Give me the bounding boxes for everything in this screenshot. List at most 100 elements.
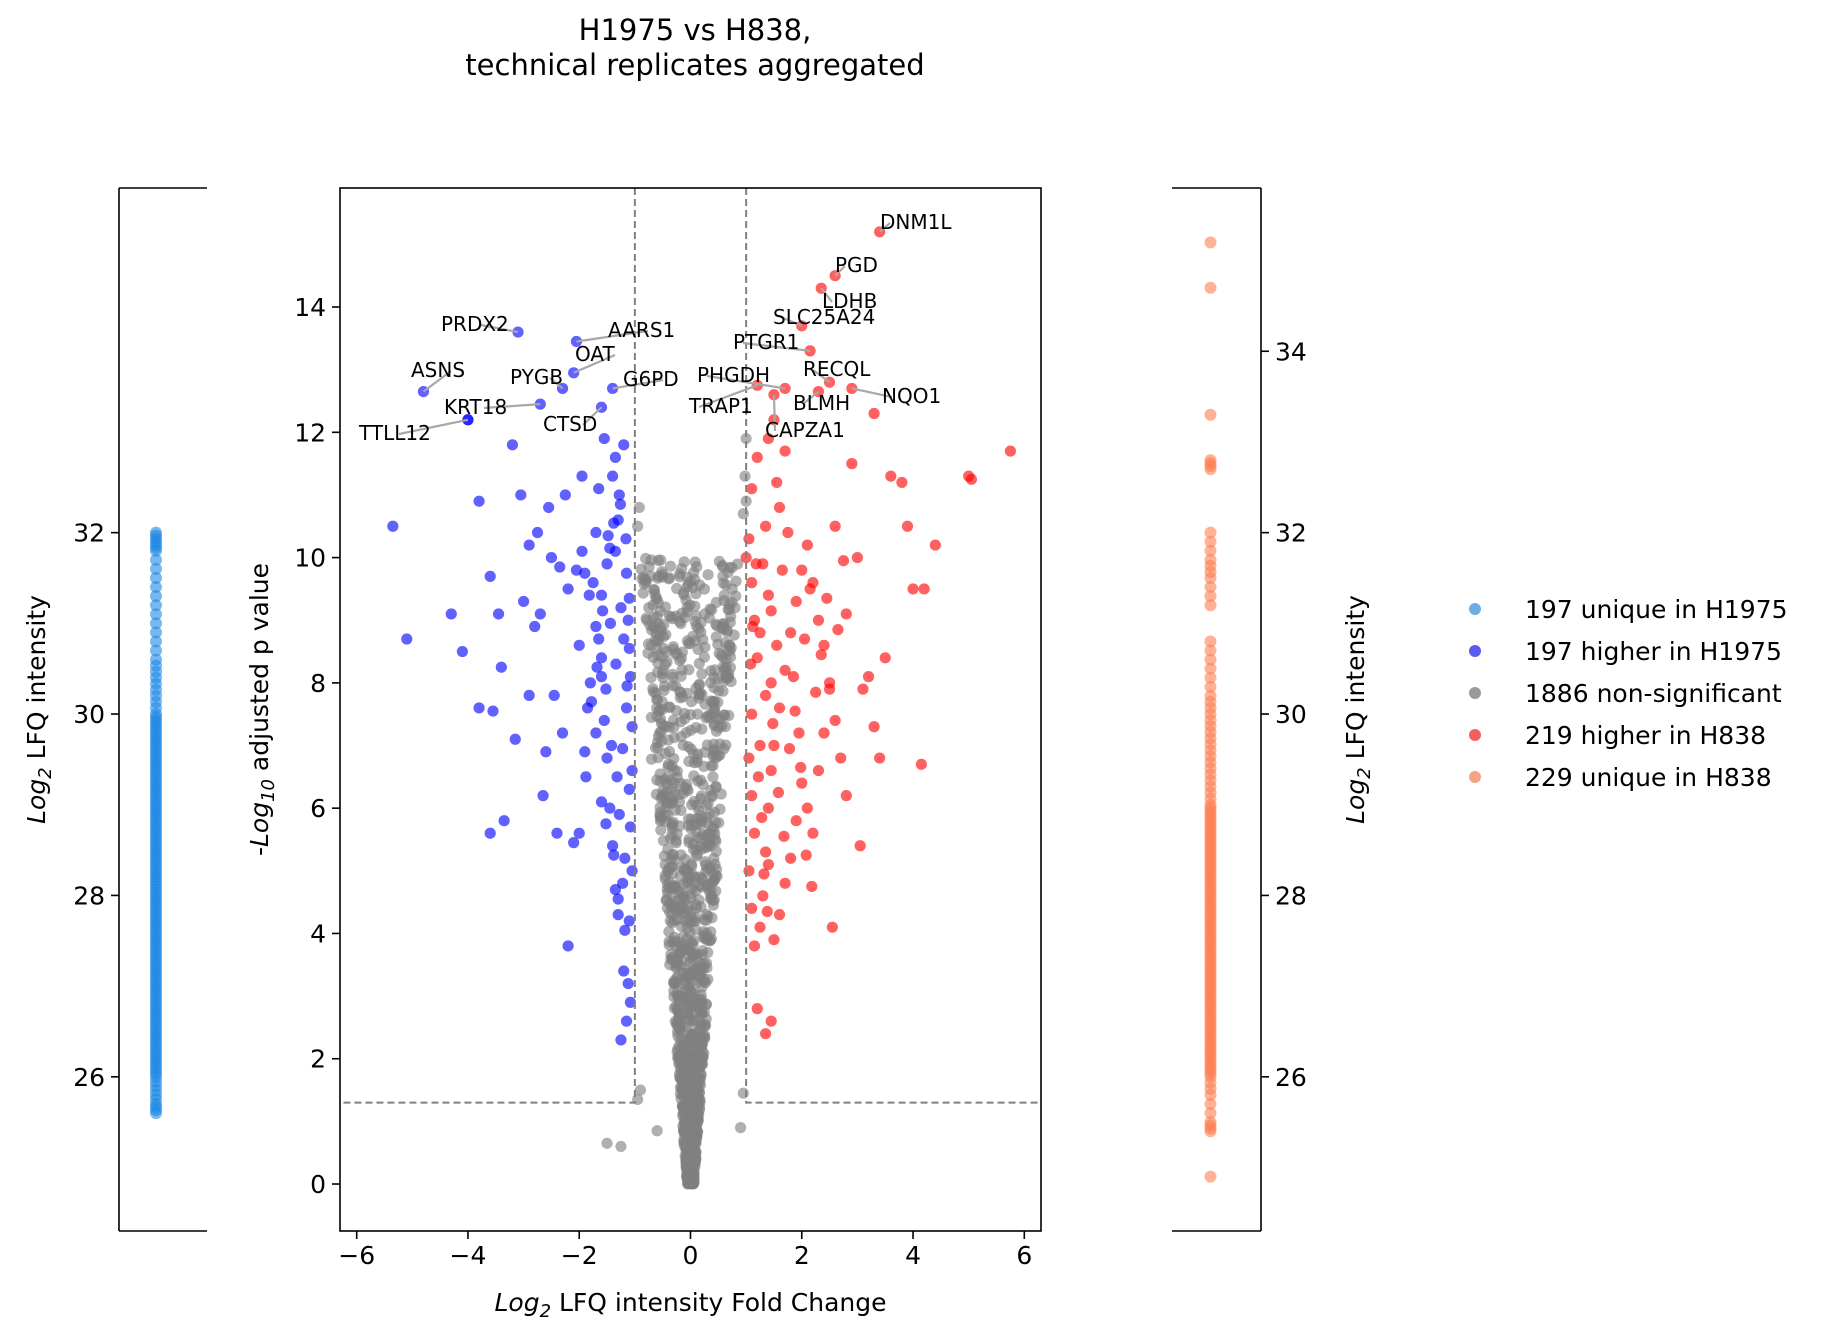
nonsig-point: [728, 629, 740, 641]
nonsig-point: [688, 1135, 700, 1147]
up-point: [901, 520, 914, 532]
strip-tick-label: 26: [1275, 1063, 1307, 1092]
annotation-leader-line: [742, 341, 811, 352]
nonsig-point: [659, 680, 671, 692]
unique-point: [1204, 732, 1217, 745]
nonsig-point: [705, 665, 717, 677]
down-point: [487, 705, 499, 717]
annotation-leader-line: [549, 377, 564, 390]
strip-tick-label: 32: [73, 519, 105, 548]
unique-point: [1204, 714, 1217, 727]
annotation-leader-line: [612, 378, 664, 390]
nonsig-point: [717, 661, 729, 673]
up-point: [885, 470, 897, 482]
labeled-gene-point: [796, 320, 808, 332]
nonsig-point: [675, 652, 688, 665]
annotation-leader-line: [398, 418, 469, 436]
down-point: [573, 639, 585, 651]
up-point: [771, 639, 783, 651]
nonsig-point: [601, 1137, 613, 1149]
annotation-leader-line: [851, 387, 893, 399]
x-tick-label: 2: [794, 1241, 810, 1270]
nonsig-point: [729, 602, 741, 614]
nonsig-point: [691, 1032, 703, 1044]
gene-label: AARS1: [608, 318, 675, 342]
y-tick-label: 4: [310, 919, 326, 948]
nonsig-point: [688, 770, 700, 782]
gene-label: KRT18: [444, 395, 507, 419]
nonsig-point: [705, 695, 717, 707]
down-point: [515, 489, 527, 501]
nonsig-point: [649, 742, 662, 754]
nonsig-point: [655, 824, 667, 836]
down-point: [602, 530, 614, 542]
down-point: [598, 714, 610, 727]
nonsig-point: [667, 643, 679, 656]
up-point: [743, 533, 755, 545]
down-point: [619, 852, 631, 864]
volcano-points: [387, 226, 1017, 1190]
unique-point: [1204, 695, 1217, 708]
down-point: [576, 470, 588, 482]
nonsig-point: [701, 962, 713, 974]
annotation-leader-line: [582, 406, 603, 426]
down-point: [579, 746, 591, 758]
up-point: [868, 721, 880, 733]
up-point: [874, 752, 886, 764]
x-tick-label: −2: [561, 1241, 598, 1270]
up-point: [857, 683, 869, 695]
unique-point: [150, 581, 162, 594]
nonsig-point: [690, 610, 702, 622]
nonsig-point: [718, 589, 730, 601]
nonsig-point: [652, 666, 664, 678]
up-point: [806, 880, 818, 893]
right-strip-y-label: Log2 LFQ intensity: [1341, 595, 1375, 824]
legend-marker: [1469, 771, 1481, 783]
down-point: [600, 818, 612, 830]
nonsig-point: [679, 781, 691, 793]
down-point: [584, 677, 596, 689]
nonsig-point: [665, 953, 677, 965]
nonsig-point: [700, 932, 712, 944]
unique-point: [1204, 408, 1217, 421]
up-point: [762, 802, 774, 814]
unique-point: [1204, 1098, 1217, 1111]
up-point: [743, 752, 755, 764]
nonsig-point: [691, 753, 703, 765]
up-point: [783, 743, 796, 755]
down-point: [612, 909, 624, 921]
nonsig-point: [715, 788, 727, 800]
unique-point: [1204, 635, 1217, 648]
up-point: [761, 905, 773, 918]
down-point: [623, 642, 635, 655]
gene-label: TRAP1: [688, 394, 753, 418]
nonsig-point: [691, 561, 703, 573]
nonsig-point: [640, 552, 652, 565]
nonsig-point: [713, 647, 725, 660]
up-point: [762, 432, 774, 445]
up-point: [772, 786, 785, 799]
up-point: [743, 865, 755, 877]
nonsig-point: [698, 651, 711, 663]
annotation-leader-line: [782, 316, 803, 327]
unique-point: [1204, 1170, 1217, 1183]
down-point: [611, 771, 623, 783]
nonsig-point: [693, 678, 706, 691]
down-point: [613, 489, 625, 501]
nonsig-point: [717, 570, 729, 582]
up-point: [790, 815, 802, 827]
up-point: [782, 526, 794, 539]
up-point: [765, 764, 777, 777]
legend-label: 197 higher in H1975: [1525, 637, 1782, 666]
gene-label: ASNS: [411, 358, 465, 382]
down-point: [554, 561, 566, 573]
annotation-leader-line: [698, 384, 758, 409]
down-point: [596, 605, 609, 617]
up-point: [789, 705, 801, 717]
down-point: [615, 1034, 627, 1046]
down-point: [523, 539, 535, 551]
legend-label: 197 unique in H1975: [1525, 595, 1788, 624]
nonsig-point: [712, 672, 724, 685]
up-point: [760, 520, 772, 532]
down-point: [626, 721, 638, 733]
